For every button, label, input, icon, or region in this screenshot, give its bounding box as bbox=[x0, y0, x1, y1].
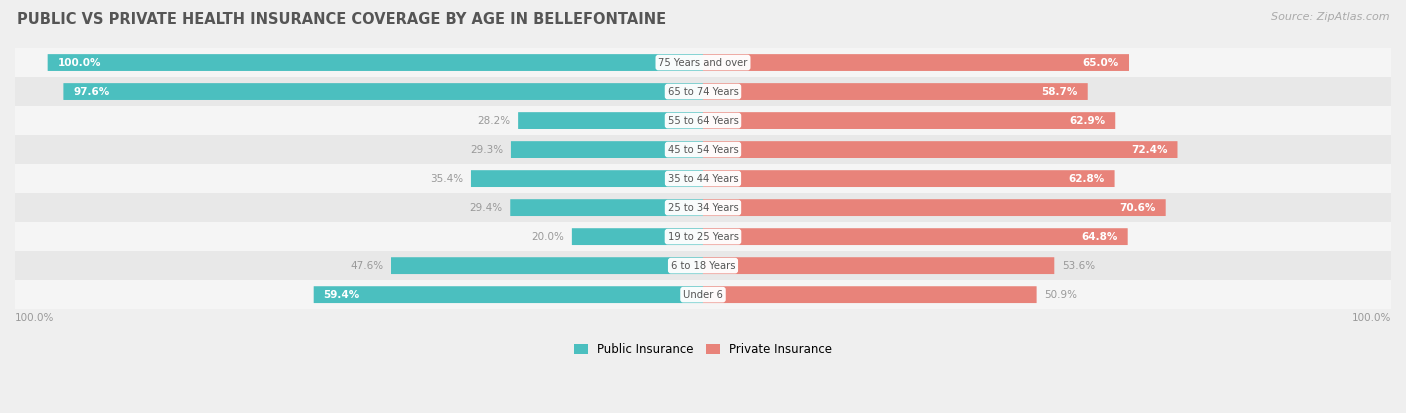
Text: 58.7%: 58.7% bbox=[1042, 87, 1078, 97]
Bar bbox=[15, 251, 1391, 280]
Legend: Public Insurance, Private Insurance: Public Insurance, Private Insurance bbox=[569, 338, 837, 361]
Text: 28.2%: 28.2% bbox=[477, 116, 510, 126]
Text: 64.8%: 64.8% bbox=[1081, 232, 1118, 242]
FancyBboxPatch shape bbox=[703, 141, 1177, 158]
Text: 62.9%: 62.9% bbox=[1069, 116, 1105, 126]
Text: 100.0%: 100.0% bbox=[58, 57, 101, 68]
Text: Source: ZipAtlas.com: Source: ZipAtlas.com bbox=[1271, 12, 1389, 22]
Text: 65 to 74 Years: 65 to 74 Years bbox=[668, 87, 738, 97]
Text: 29.3%: 29.3% bbox=[470, 145, 503, 154]
Bar bbox=[15, 77, 1391, 106]
FancyBboxPatch shape bbox=[703, 54, 1129, 71]
FancyBboxPatch shape bbox=[519, 112, 703, 129]
Text: 45 to 54 Years: 45 to 54 Years bbox=[668, 145, 738, 154]
FancyBboxPatch shape bbox=[703, 286, 1036, 303]
FancyBboxPatch shape bbox=[471, 170, 703, 187]
Text: 100.0%: 100.0% bbox=[15, 313, 55, 323]
FancyBboxPatch shape bbox=[391, 257, 703, 274]
Text: 47.6%: 47.6% bbox=[350, 261, 384, 271]
FancyBboxPatch shape bbox=[510, 141, 703, 158]
Text: 97.6%: 97.6% bbox=[73, 87, 110, 97]
FancyBboxPatch shape bbox=[703, 199, 1166, 216]
Text: 59.4%: 59.4% bbox=[323, 290, 360, 300]
FancyBboxPatch shape bbox=[703, 228, 1128, 245]
Text: 72.4%: 72.4% bbox=[1130, 145, 1167, 154]
Text: 55 to 64 Years: 55 to 64 Years bbox=[668, 116, 738, 126]
Bar bbox=[15, 193, 1391, 222]
Bar bbox=[15, 135, 1391, 164]
FancyBboxPatch shape bbox=[314, 286, 703, 303]
Text: PUBLIC VS PRIVATE HEALTH INSURANCE COVERAGE BY AGE IN BELLEFONTAINE: PUBLIC VS PRIVATE HEALTH INSURANCE COVER… bbox=[17, 12, 666, 27]
Text: 62.8%: 62.8% bbox=[1069, 173, 1105, 184]
Bar bbox=[15, 106, 1391, 135]
FancyBboxPatch shape bbox=[48, 54, 703, 71]
Text: 50.9%: 50.9% bbox=[1045, 290, 1077, 300]
FancyBboxPatch shape bbox=[63, 83, 703, 100]
FancyBboxPatch shape bbox=[703, 257, 1054, 274]
Text: 19 to 25 Years: 19 to 25 Years bbox=[668, 232, 738, 242]
Text: 100.0%: 100.0% bbox=[1351, 313, 1391, 323]
Text: 75 Years and over: 75 Years and over bbox=[658, 57, 748, 68]
FancyBboxPatch shape bbox=[703, 170, 1115, 187]
Text: 35 to 44 Years: 35 to 44 Years bbox=[668, 173, 738, 184]
Text: 35.4%: 35.4% bbox=[430, 173, 463, 184]
Text: 29.4%: 29.4% bbox=[470, 203, 502, 213]
FancyBboxPatch shape bbox=[703, 83, 1088, 100]
Text: 70.6%: 70.6% bbox=[1119, 203, 1156, 213]
Bar bbox=[15, 164, 1391, 193]
Text: 53.6%: 53.6% bbox=[1062, 261, 1095, 271]
Bar bbox=[15, 280, 1391, 309]
FancyBboxPatch shape bbox=[510, 199, 703, 216]
Text: 6 to 18 Years: 6 to 18 Years bbox=[671, 261, 735, 271]
Bar bbox=[15, 48, 1391, 77]
Text: 65.0%: 65.0% bbox=[1083, 57, 1119, 68]
Text: 25 to 34 Years: 25 to 34 Years bbox=[668, 203, 738, 213]
Text: Under 6: Under 6 bbox=[683, 290, 723, 300]
FancyBboxPatch shape bbox=[572, 228, 703, 245]
Text: 20.0%: 20.0% bbox=[531, 232, 564, 242]
FancyBboxPatch shape bbox=[703, 112, 1115, 129]
Bar bbox=[15, 222, 1391, 251]
